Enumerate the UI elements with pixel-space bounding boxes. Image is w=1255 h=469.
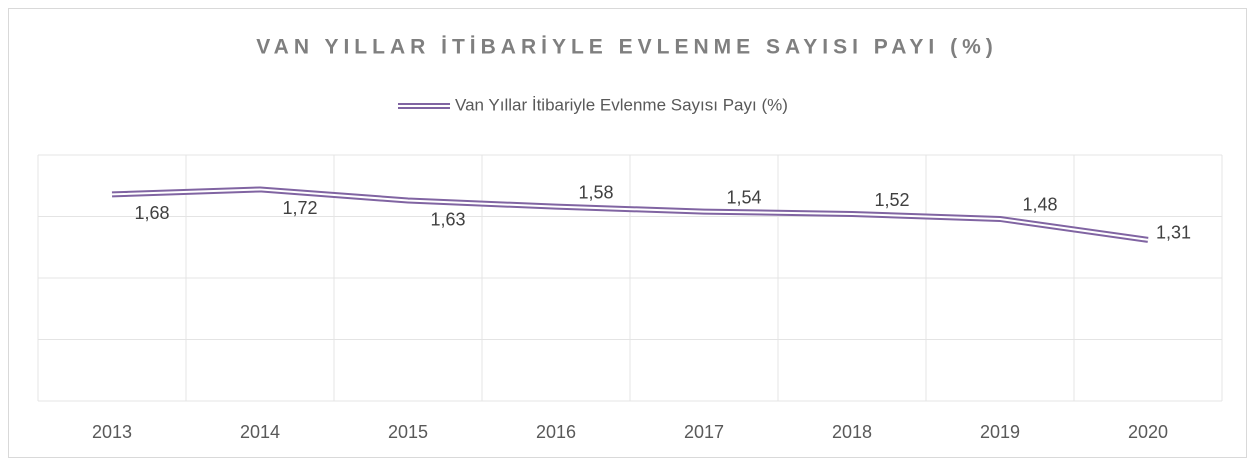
x-tick-label: 2018: [832, 422, 872, 442]
data-label: 1,58: [578, 182, 613, 202]
legend-label: Van Yıllar İtibariyle Evlenme Sayısı Pay…: [455, 95, 788, 114]
data-label: 1,52: [874, 190, 909, 210]
x-tick-label: 2016: [536, 422, 576, 442]
x-tick-label: 2015: [388, 422, 428, 442]
data-label: 1,68: [134, 203, 169, 223]
data-label: 1,31: [1156, 223, 1191, 243]
x-tick-label: 2013: [92, 422, 132, 442]
x-tick-label: 2020: [1128, 422, 1168, 442]
x-tick-label: 2019: [980, 422, 1020, 442]
data-label: 1,72: [282, 198, 317, 218]
data-label: 1,48: [1022, 195, 1057, 215]
series-line-inner: [111, 188, 1149, 241]
x-tick-label: 2017: [684, 422, 724, 442]
x-tick-label: 2014: [240, 422, 280, 442]
data-label: 1,63: [430, 209, 465, 229]
chart-title: VAN YILLAR İTİBARİYLE EVLENME SAYISI PAY…: [256, 36, 998, 59]
data-label: 1,54: [726, 187, 761, 207]
legend: Van Yıllar İtibariyle Evlenme Sayısı Pay…: [398, 95, 788, 114]
chart-border: [8, 8, 1247, 458]
